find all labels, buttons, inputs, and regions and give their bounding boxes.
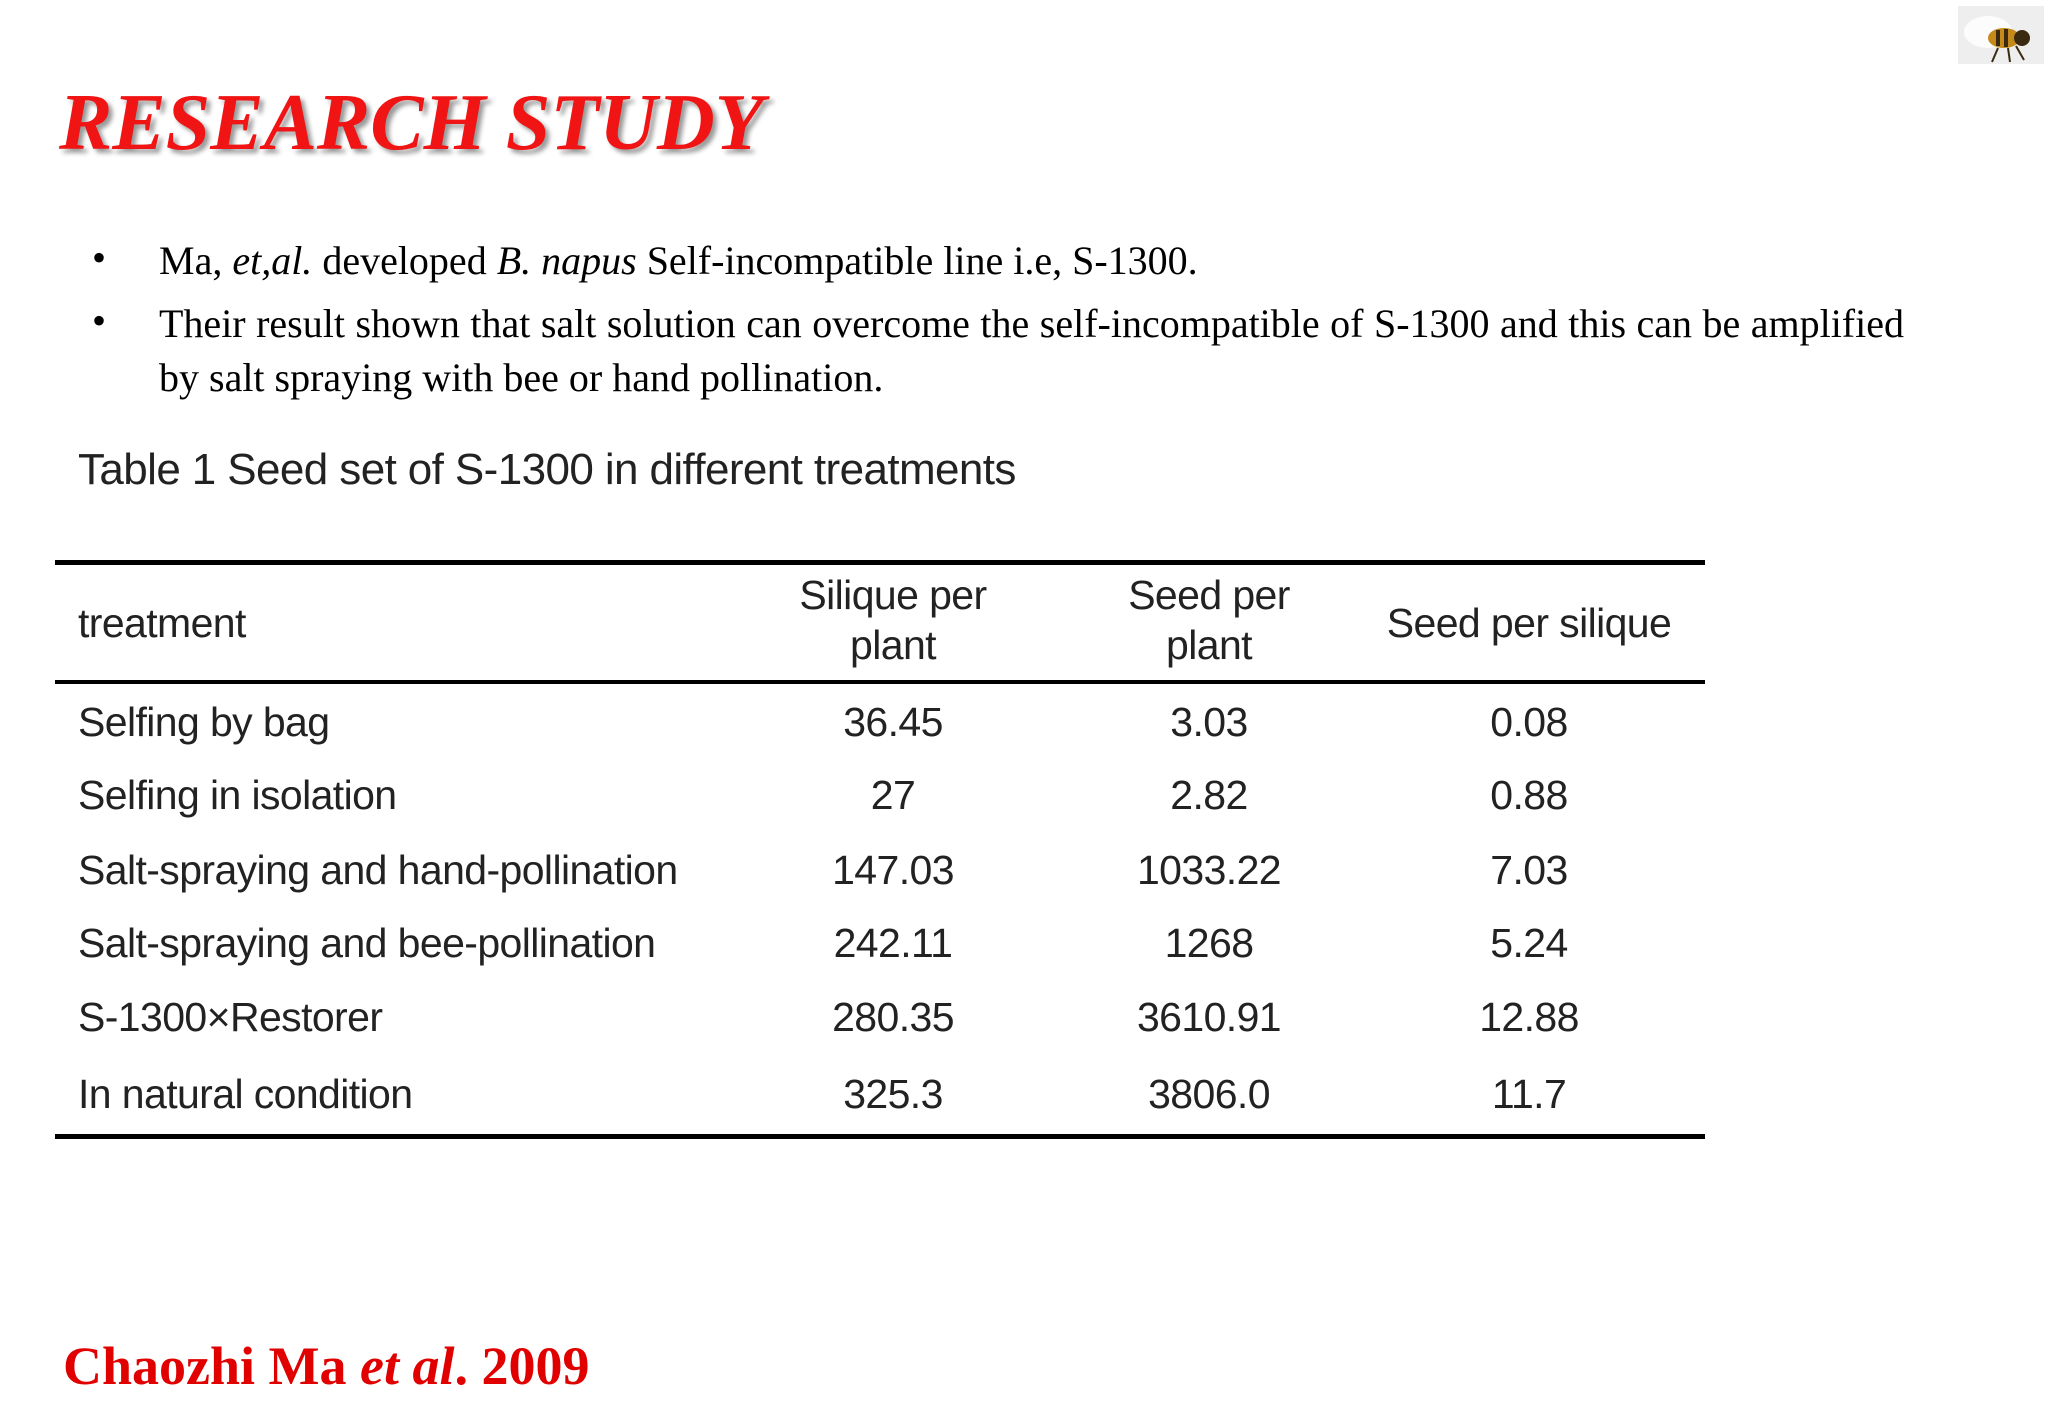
row-label: In natural condition bbox=[78, 1071, 413, 1117]
row-label: Salt-spraying and hand-pollination bbox=[78, 847, 678, 893]
column-header: Silique per plant bbox=[799, 572, 987, 668]
text: et,al. bbox=[232, 238, 313, 283]
text: Ma, bbox=[159, 238, 233, 283]
table-cell: 5.24 bbox=[1490, 920, 1568, 966]
row-label: S-1300×Restorer bbox=[78, 994, 383, 1040]
bullet-text: Ma, et,al. developed B. napus Self-incom… bbox=[159, 234, 1904, 288]
text: . 2009 bbox=[454, 1336, 590, 1396]
table-cell: 325.3 bbox=[843, 1071, 943, 1117]
row-label: Selfing by bag bbox=[78, 699, 330, 745]
column-header: Seed per silique bbox=[1386, 600, 1672, 646]
table-cell: 3806.0 bbox=[1148, 1071, 1270, 1117]
row-label: Salt-spraying and bee-pollination bbox=[78, 920, 656, 966]
table-cell: 12.88 bbox=[1479, 994, 1579, 1040]
bullet-dot: • bbox=[92, 235, 107, 280]
bee-icon bbox=[1958, 6, 2044, 64]
bullet-dot: • bbox=[92, 298, 107, 343]
table-cell: 2.82 bbox=[1170, 772, 1248, 818]
table-cell: 0.08 bbox=[1490, 699, 1568, 745]
table-cell: 280.35 bbox=[832, 994, 954, 1040]
text: developed bbox=[312, 238, 497, 283]
text: et al bbox=[360, 1336, 455, 1396]
table-rule bbox=[55, 560, 1705, 565]
table-caption: Table 1 Seed set of S-1300 in different … bbox=[78, 445, 1016, 494]
table-rule bbox=[55, 1134, 1705, 1139]
text: Self-incompatible line i.e, S-1300. bbox=[636, 238, 1198, 283]
column-header: treatment bbox=[78, 600, 246, 646]
table-cell: 1268 bbox=[1164, 920, 1254, 966]
text: B. napus bbox=[496, 238, 637, 283]
column-header: Seed per plant bbox=[1128, 572, 1290, 668]
row-label: Selfing in isolation bbox=[78, 772, 397, 818]
table-cell: 3610.91 bbox=[1136, 994, 1282, 1040]
table-cell: 11.7 bbox=[1491, 1071, 1567, 1117]
table-cell: 3.03 bbox=[1170, 699, 1248, 745]
slide-title: RESEARCH STUDY bbox=[59, 79, 764, 167]
table-cell: 36.45 bbox=[843, 699, 943, 745]
text: Chaozhi Ma bbox=[63, 1336, 360, 1396]
table-rule bbox=[55, 680, 1705, 684]
bullet-text: Their result shown that salt solution ca… bbox=[159, 301, 1904, 400]
table-cell: 242.11 bbox=[833, 920, 953, 966]
citation: Chaozhi Ma et al. 2009 bbox=[63, 1335, 589, 1397]
table-cell: 0.88 bbox=[1490, 772, 1568, 818]
table-cell: 7.03 bbox=[1490, 847, 1568, 893]
table-cell: 27 bbox=[870, 772, 916, 818]
table-cell: 147.03 bbox=[832, 847, 954, 893]
table-cell: 1033.22 bbox=[1136, 847, 1282, 893]
